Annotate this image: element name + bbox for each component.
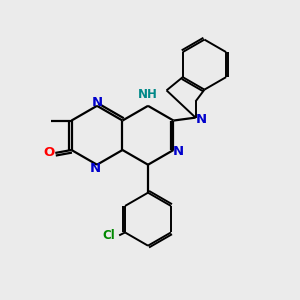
Text: N: N: [90, 162, 101, 175]
Text: N: N: [92, 96, 103, 109]
Text: O: O: [43, 146, 55, 159]
Text: N: N: [195, 112, 206, 126]
Text: Cl: Cl: [102, 229, 115, 242]
Text: N: N: [172, 145, 184, 158]
Text: NH: NH: [138, 88, 158, 100]
